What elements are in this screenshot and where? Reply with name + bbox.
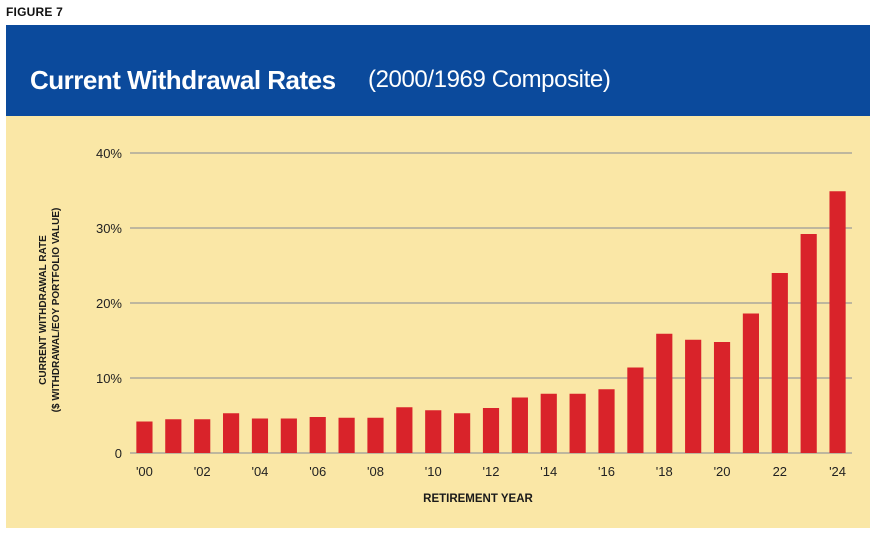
bar-2001 bbox=[165, 419, 182, 453]
x-tick-label: '18 bbox=[656, 464, 673, 479]
x-tick-label: '16 bbox=[598, 464, 615, 479]
y-axis-label-line2: ($ WITHDRAWAL/EOY PORTFOLIO VALUE) bbox=[51, 208, 62, 413]
y-tick-label: 30% bbox=[96, 221, 122, 236]
bar-2004 bbox=[251, 418, 269, 453]
bar-2006 bbox=[309, 417, 326, 453]
x-tick-label: '24 bbox=[829, 464, 846, 479]
bar-2003 bbox=[222, 413, 240, 453]
y-tick-label: 20% bbox=[96, 296, 122, 311]
chart-subtitle: (2000/1969 Composite) bbox=[368, 66, 611, 93]
y-tick-label: 0 bbox=[115, 446, 122, 461]
bar-2010 bbox=[425, 410, 442, 453]
x-tick-label: '14 bbox=[540, 464, 557, 479]
x-tick-label: '04 bbox=[251, 464, 268, 479]
y-tick-labels: 0 10% 20% 30% 40% bbox=[96, 146, 122, 461]
bar-2002 bbox=[194, 419, 211, 453]
title-bar: Current Withdrawal Rates (2000/1969 Comp… bbox=[6, 25, 870, 116]
x-axis-label: RETIREMENT YEAR bbox=[423, 493, 533, 505]
y-tick-label: 40% bbox=[96, 146, 122, 161]
bar-2020 bbox=[713, 342, 731, 453]
bar-2014 bbox=[540, 393, 557, 453]
x-tick-label: '10 bbox=[425, 464, 442, 479]
bar-2009 bbox=[396, 407, 413, 453]
bar-2012 bbox=[482, 408, 500, 453]
bar-2019 bbox=[685, 339, 702, 453]
bar-2016 bbox=[598, 389, 615, 453]
gridlines bbox=[130, 152, 852, 454]
x-tick-label: '08 bbox=[367, 464, 384, 479]
x-tick-label: '00 bbox=[136, 464, 153, 479]
x-tick-labels: '00 '02 '04 '06 '08 '10 '12 '14 '16 '18 '20 22 '24 bbox=[136, 464, 846, 479]
bars bbox=[136, 191, 846, 453]
bar-2011 bbox=[454, 413, 471, 453]
x-tick-label: '20 bbox=[714, 464, 731, 479]
bar-2000 bbox=[136, 421, 153, 453]
x-tick-label: '12 bbox=[483, 464, 500, 479]
bar-chart: 0 10% 20% 30% 40% '00 '02 '04 '06 '08 '10 '12 '14 '1… bbox=[38, 146, 852, 505]
x-tick-label: 22 bbox=[773, 464, 787, 479]
bar-2007 bbox=[338, 417, 355, 453]
chart-title: Current Withdrawal Rates bbox=[30, 65, 336, 95]
y-axis-label-line1: CURRENT WITHDRAWAL RATE bbox=[38, 235, 49, 385]
y-tick-label: 10% bbox=[96, 371, 122, 386]
x-tick-label: '06 bbox=[309, 464, 326, 479]
bar-2017 bbox=[627, 367, 644, 453]
bar-2023 bbox=[800, 234, 817, 453]
bar-2018 bbox=[656, 333, 673, 453]
figure-label: FIGURE 7 bbox=[6, 5, 63, 19]
chart-panel: Current Withdrawal Rates (2000/1969 Comp… bbox=[6, 25, 870, 528]
x-tick-label: '02 bbox=[194, 464, 211, 479]
bar-2024 bbox=[829, 191, 846, 453]
bar-2015 bbox=[569, 393, 586, 453]
bar-2022 bbox=[771, 273, 788, 453]
bar-2021 bbox=[742, 313, 760, 453]
bar-2008 bbox=[367, 417, 384, 453]
bar-2005 bbox=[280, 418, 297, 453]
bar-2013 bbox=[511, 397, 528, 453]
